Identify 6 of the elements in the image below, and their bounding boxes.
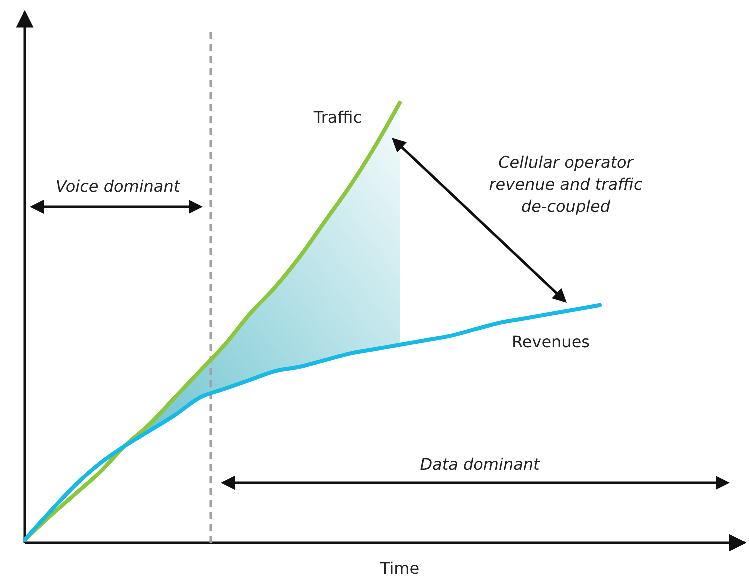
annotation: Data dominant bbox=[420, 455, 541, 474]
x-axis-title: Time bbox=[379, 559, 420, 578]
series-label: Traffic bbox=[312, 108, 362, 127]
series-label: Revenues bbox=[512, 332, 590, 352]
annotation: Cellular operator revenue and traffic de-coupled bbox=[489, 153, 643, 216]
annotation: Voice dominant bbox=[56, 177, 181, 196]
